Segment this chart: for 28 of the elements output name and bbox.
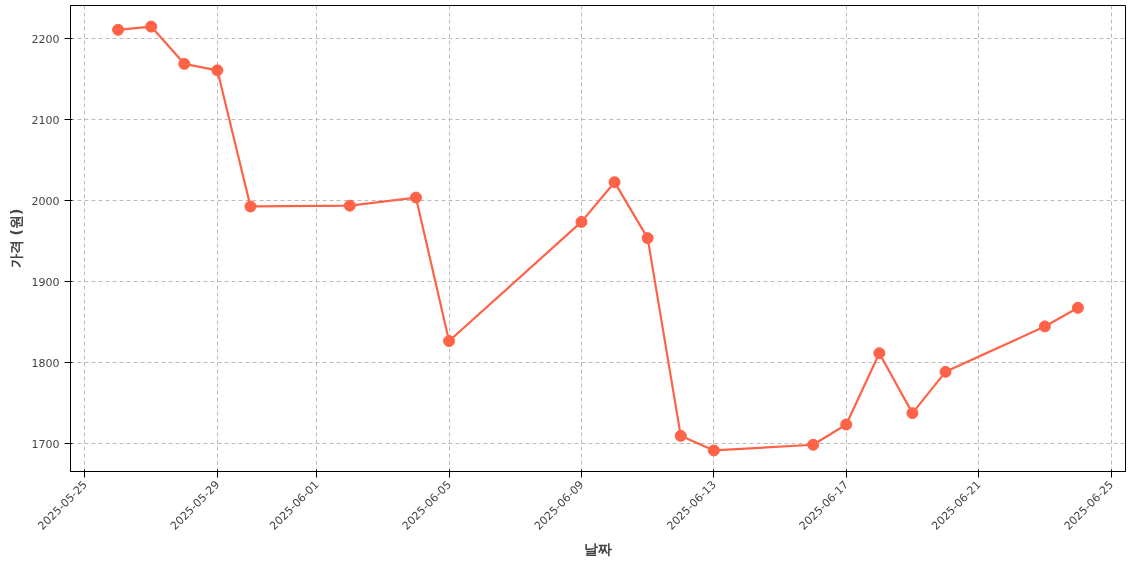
- point: [178, 57, 191, 70]
- point: [1038, 320, 1051, 333]
- y-tick-label: 2100: [31, 113, 60, 127]
- point: [343, 199, 356, 212]
- point: [674, 429, 687, 442]
- point: [211, 64, 224, 77]
- point: [707, 444, 720, 457]
- point: [807, 438, 820, 451]
- y-tick-label: 1700: [31, 437, 60, 451]
- x-axis-title: 날짜: [584, 541, 612, 558]
- point: [906, 407, 919, 420]
- point: [409, 191, 422, 204]
- y-axis-title: 가격 (원): [7, 208, 24, 269]
- point: [112, 23, 125, 36]
- point: [608, 176, 621, 189]
- point: [641, 232, 654, 245]
- point: [1071, 301, 1084, 314]
- y-tick-label: 2000: [31, 194, 60, 208]
- y-tick-label: 2200: [31, 32, 60, 46]
- point: [443, 335, 456, 348]
- y-tick-label: 1900: [31, 275, 60, 289]
- y-tick-label: 1800: [31, 356, 60, 370]
- point: [873, 347, 886, 360]
- point: [145, 20, 158, 33]
- point: [840, 418, 853, 431]
- point: [244, 200, 257, 213]
- point: [575, 215, 588, 228]
- point: [939, 365, 952, 378]
